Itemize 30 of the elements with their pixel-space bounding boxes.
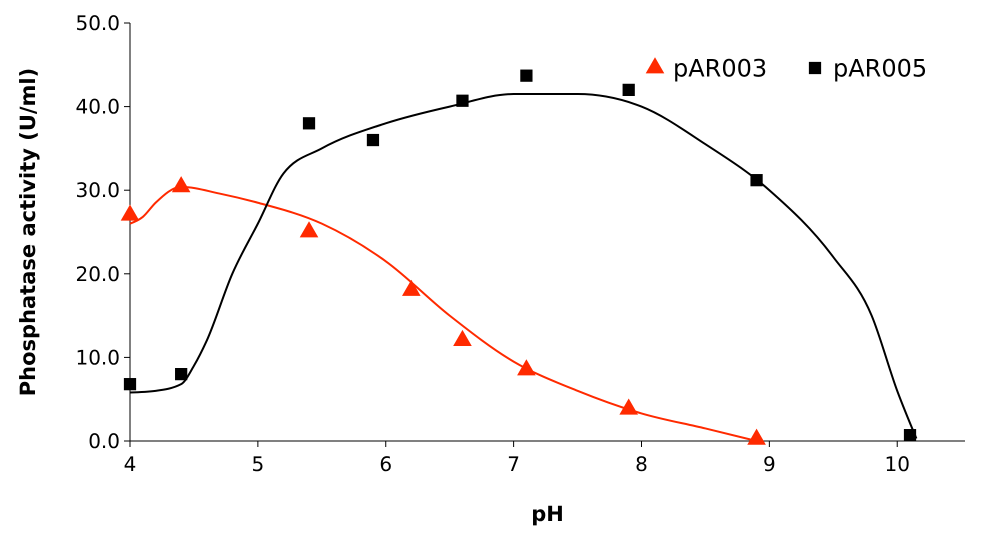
point [750,174,763,186]
point [520,70,533,82]
x-tick-label: 8 [635,452,648,476]
point [366,134,380,146]
point [120,204,140,221]
x-tick-label: 10 [884,452,910,476]
y-tick-label: 40.0 [75,94,120,119]
point [456,94,469,107]
legend-label: pAR005 [833,54,928,82]
x-tick-label: 7 [507,452,520,476]
point [302,117,316,130]
legend-label: pAR003 [673,54,768,82]
y-tick-label: 20.0 [75,262,120,286]
x-tick-label: 6 [379,452,392,476]
x-tick-label: 4 [124,452,136,476]
y-tick-label: 0.0 [88,429,120,453]
point [619,398,638,415]
y-tick-label: 30.0 [75,178,120,202]
point [517,359,536,376]
y-tick-label: 50.0 [75,11,120,35]
x-tick-label: 5 [252,452,264,476]
x-tick-label: 9 [762,452,776,476]
y-tick-label: 10.0 [75,345,120,370]
point [300,221,318,238]
x-axis-title: pH [531,502,564,526]
point [402,280,421,296]
point [453,330,472,346]
point [622,84,635,96]
y-axis-title: Phosphatase activity (U/ml) [16,68,40,396]
point [747,428,766,445]
